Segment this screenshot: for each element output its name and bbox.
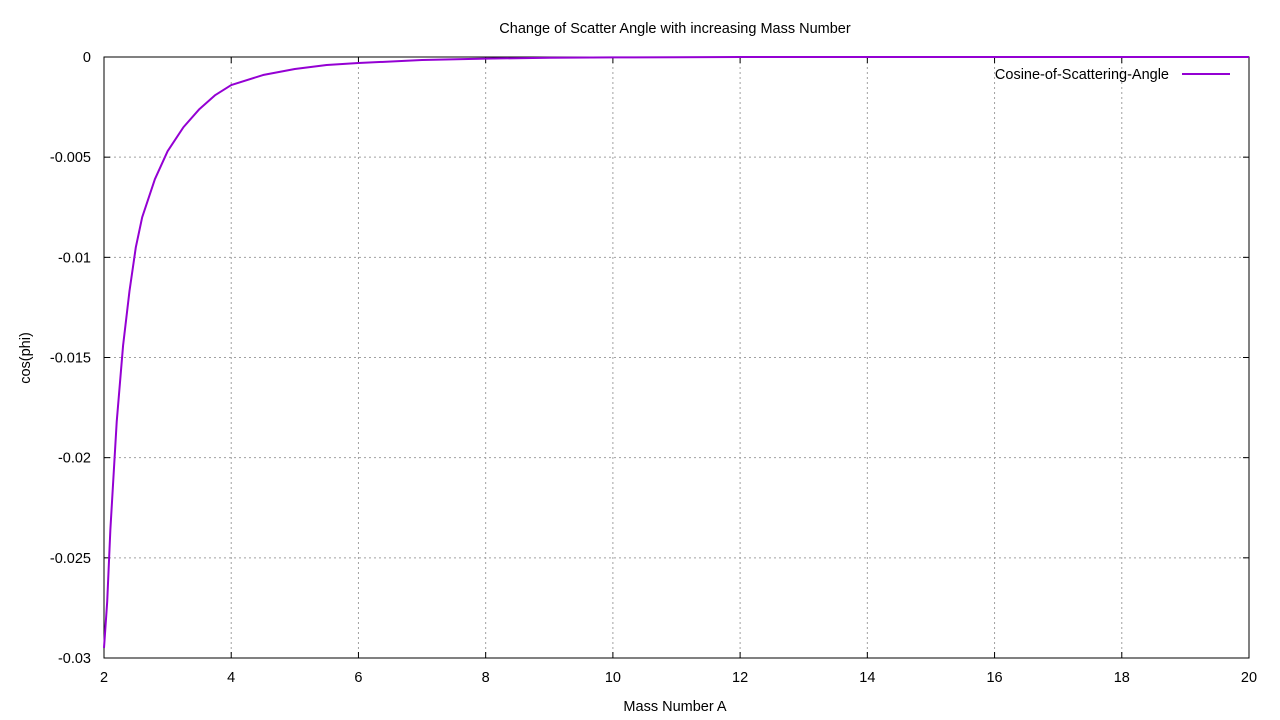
x-tick-label: 18 (1114, 670, 1130, 686)
y-tick-label: -0.015 (50, 351, 91, 367)
y-tick-label: -0.03 (58, 651, 91, 667)
series (103, 56, 1249, 649)
x-tick-label: 20 (1241, 670, 1257, 686)
x-tick-label: 4 (227, 670, 235, 686)
y-tick-label: -0.02 (58, 451, 91, 467)
y-tick-label: -0.01 (58, 250, 91, 266)
y-tick-label: -0.025 (50, 551, 91, 567)
y-tick-labels: 0 -0.005 -0.01 -0.015 -0.02 -0.025 -0.03 (50, 50, 91, 667)
x-tick-labels: 2 4 6 8 10 12 14 16 18 20 (100, 670, 1257, 686)
series-line (103, 56, 1249, 649)
x-tick-label: 8 (482, 670, 490, 686)
x-tick-label: 16 (986, 670, 1002, 686)
x-tick-label: 14 (859, 670, 875, 686)
legend: Cosine-of-Scattering-Angle (995, 67, 1230, 83)
x-tick-label: 2 (100, 670, 108, 686)
x-tick-label: 6 (354, 670, 362, 686)
chart-title: Change of Scatter Angle with increasing … (499, 21, 851, 37)
y-tick-label: 0 (83, 50, 91, 66)
grid (104, 57, 1249, 658)
axis-ticks (103, 56, 1250, 659)
x-tick-label: 12 (732, 670, 748, 686)
x-axis-label: Mass Number A (623, 699, 726, 715)
y-axis-label: cos(phi) (18, 332, 34, 384)
y-tick-label: -0.005 (50, 150, 91, 166)
legend-label: Cosine-of-Scattering-Angle (995, 67, 1169, 83)
x-tick-label: 10 (605, 670, 621, 686)
